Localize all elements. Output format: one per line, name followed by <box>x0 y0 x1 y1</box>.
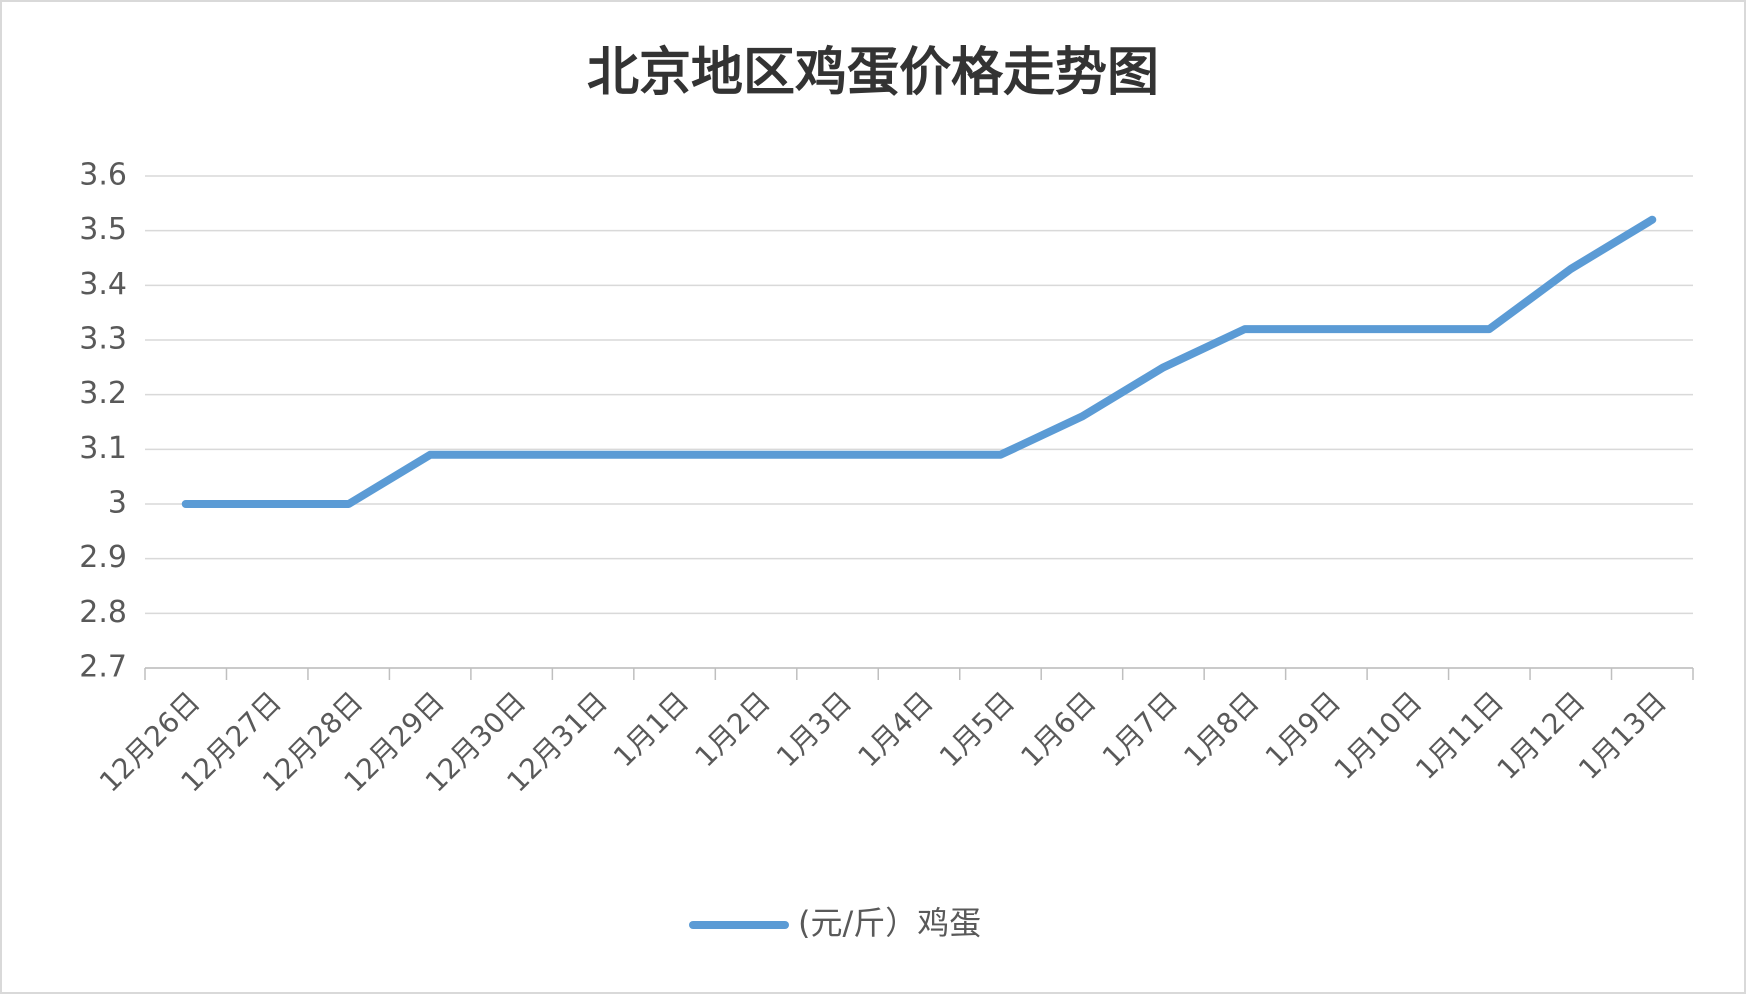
y-tick-label: 3.2 <box>79 376 127 411</box>
y-tick-label: 3.4 <box>79 267 127 302</box>
chart-title: 北京地区鸡蛋价格走势图 <box>587 43 1159 103</box>
y-tick-label: 3 <box>108 486 127 521</box>
y-tick-label: 3.6 <box>79 158 127 193</box>
series-line <box>181 215 1657 508</box>
y-tick-label: 2.7 <box>79 650 127 685</box>
y-tick-label: 3.5 <box>79 212 127 247</box>
y-tick-label: 2.9 <box>79 540 127 575</box>
y-tick-label: 3.1 <box>79 431 127 466</box>
y-tick-label: 3.3 <box>79 322 127 357</box>
legend-label: (元/斤）鸡蛋 <box>798 904 981 942</box>
y-tick-label: 2.8 <box>79 595 127 630</box>
